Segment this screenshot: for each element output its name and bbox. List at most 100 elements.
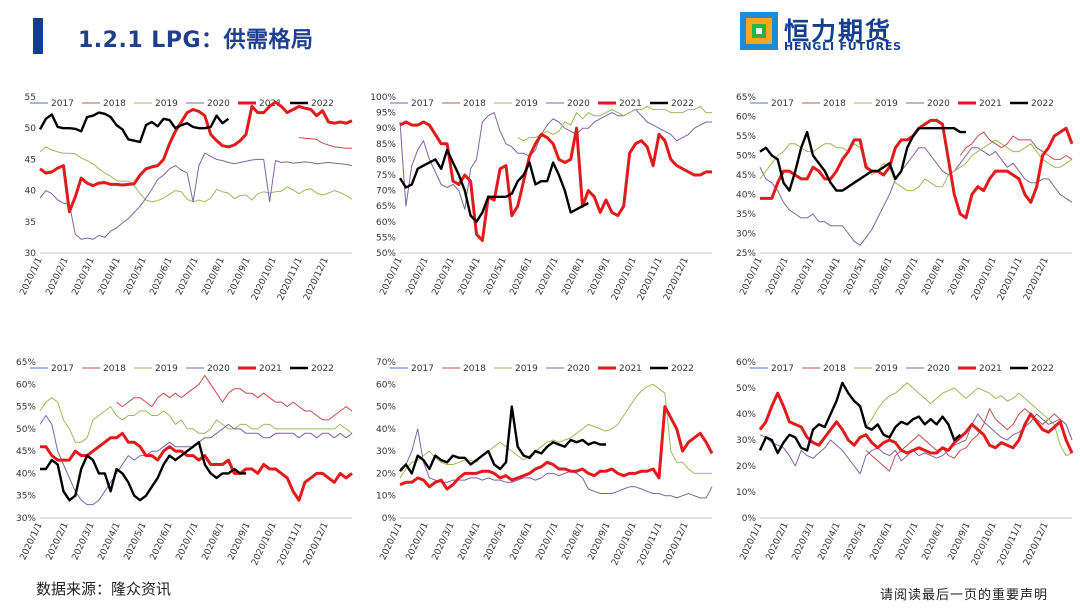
x-tick-label: 2020/4/1 <box>457 256 483 297</box>
x-tick-label: 2020/7/1 <box>535 521 561 562</box>
x-tick-label: 2020/1/1 <box>739 521 765 562</box>
y-tick-label: 50% <box>376 249 396 259</box>
y-tick-label: 40 <box>25 187 37 197</box>
x-tick-label: 2020/7/1 <box>535 256 561 297</box>
legend-label: 2020 <box>927 99 950 109</box>
y-tick-label: 60% <box>376 380 396 390</box>
y-tick-label: 0% <box>742 514 757 524</box>
x-tick-label: 2020/9/1 <box>587 521 613 562</box>
legend-label: 2022 <box>311 99 334 109</box>
x-tick-label: 2020/11/1 <box>276 256 305 302</box>
legend-label: 2021 <box>259 364 282 374</box>
x-tick-label: 2020/8/1 <box>921 521 947 562</box>
x-tick-label: 2020/12/1 <box>662 521 691 567</box>
x-tick-label: 2020/7/1 <box>175 256 201 297</box>
x-tick-label: 2020/2/1 <box>765 256 791 297</box>
x-tick-label: 2020/10/1 <box>250 521 279 567</box>
legend-label: 2017 <box>771 364 794 374</box>
chart-panel-6: 0%10%20%30%40%50%60%2020/1/1 2020/2/1 2020… <box>736 358 1074 567</box>
chart-panel-3: 25%30%35%40%45%50%55%60%65%2020/1/1 2020/… <box>736 93 1074 302</box>
x-tick-label: 2020/12/1 <box>662 256 691 302</box>
x-tick-label: 2020/10/1 <box>250 256 279 302</box>
legend-label: 2017 <box>51 99 74 109</box>
y-tick-label: 70% <box>376 187 396 197</box>
x-tick-label: 2020/6/1 <box>509 256 535 297</box>
y-tick-label: 80% <box>376 155 396 165</box>
series-line-2022 <box>759 126 966 192</box>
x-tick-label: 2020/11/1 <box>636 521 665 567</box>
legend-label: 2018 <box>103 99 126 109</box>
legend-label: 2022 <box>671 364 694 374</box>
legend-label: 2020 <box>567 99 590 109</box>
x-tick-label: 2020/10/1 <box>610 256 639 302</box>
y-tick-label: 75% <box>376 171 396 181</box>
series-line-2021 <box>40 431 353 502</box>
legend-label: 2019 <box>515 99 538 109</box>
legend-label: 2021 <box>979 364 1002 374</box>
logo-chinese-name: 恒力期货 <box>784 17 893 46</box>
x-tick-label: 2020/11/1 <box>636 256 665 302</box>
x-tick-label: 2020/10/1 <box>610 521 639 567</box>
y-tick-label: 35% <box>16 492 36 502</box>
x-tick-label: 2020/2/1 <box>405 256 431 297</box>
legend-label: 2021 <box>979 99 1002 109</box>
y-tick-label: 50% <box>376 403 396 413</box>
legend-label: 2019 <box>155 99 178 109</box>
y-tick-label: 0% <box>382 514 397 524</box>
x-tick-label: 2020/8/1 <box>201 521 227 562</box>
x-tick-label: 2020/9/1 <box>947 521 973 562</box>
x-tick-label: 2020/11/1 <box>996 521 1025 567</box>
y-tick-label: 55% <box>16 403 36 413</box>
x-tick-label: 2020/3/1 <box>791 256 817 297</box>
y-tick-label: 25% <box>736 249 756 259</box>
x-tick-label: 2020/8/1 <box>921 256 947 297</box>
y-tick-label: 45 <box>25 155 36 165</box>
y-tick-label: 30% <box>736 230 756 240</box>
x-tick-label: 2020/5/1 <box>843 521 869 562</box>
x-tick-label: 2020/1/1 <box>19 521 45 562</box>
x-tick-label: 2020/9/1 <box>227 256 253 297</box>
y-tick-label: 20% <box>736 462 756 472</box>
y-tick-label: 30% <box>736 436 756 446</box>
series-line-2018 <box>959 131 1073 160</box>
x-tick-label: 2020/5/1 <box>483 521 509 562</box>
x-tick-label: 2020/12/1 <box>302 256 331 302</box>
series-line-2021 <box>399 120 712 242</box>
x-tick-label: 2020/12/1 <box>302 521 331 567</box>
x-tick-label: 2020/3/1 <box>431 256 457 297</box>
x-tick-label: 2020/6/1 <box>149 521 175 562</box>
legend-label: 2019 <box>515 364 538 374</box>
x-tick-label: 2020/12/1 <box>1022 256 1051 302</box>
series-line-2022 <box>398 148 589 223</box>
y-tick-label: 55 <box>25 93 36 103</box>
series-line-2018 <box>298 137 352 149</box>
y-tick-label: 30 <box>25 249 37 259</box>
legend-label: 2022 <box>1031 364 1054 374</box>
y-tick-label: 10% <box>376 492 396 502</box>
x-tick-label: 2020/10/1 <box>970 521 999 567</box>
chart-panel-2: 50% 55% 60% 65% 70% 75% 80% 85% 90% 95% 100% 2020/1… <box>370 93 712 302</box>
legend-label: 2018 <box>463 364 486 374</box>
y-tick-label: 65% <box>376 202 396 212</box>
y-tick-label: 60% <box>16 380 36 390</box>
y-tick-label: 30% <box>16 514 36 524</box>
y-tick-label: 40% <box>16 469 36 479</box>
legend-label: 2022 <box>311 364 334 374</box>
series-line-2022 <box>758 381 961 455</box>
series-line-2020 <box>399 109 712 210</box>
x-tick-label: 2020/12/1 <box>1022 521 1051 567</box>
y-tick-label: 100% <box>370 93 396 103</box>
series-line-2022 <box>40 441 246 502</box>
x-tick-label: 2020/4/1 <box>97 521 123 562</box>
y-tick-label: 20% <box>376 469 396 479</box>
y-tick-label: 40% <box>736 410 756 420</box>
series-line-2021 <box>399 405 714 491</box>
x-tick-label: 2020/3/1 <box>431 521 457 562</box>
x-tick-label: 2020/2/1 <box>765 521 791 562</box>
series-line-2022 <box>399 405 606 475</box>
y-tick-label: 50% <box>16 425 36 435</box>
x-tick-label: 2020/8/1 <box>561 521 587 562</box>
x-tick-label: 2020/3/1 <box>71 521 97 562</box>
data-source-note: 数据来源：隆众资讯 <box>36 580 172 598</box>
company-logo: 恒力期货 HENGLI FUTURES <box>740 12 910 56</box>
